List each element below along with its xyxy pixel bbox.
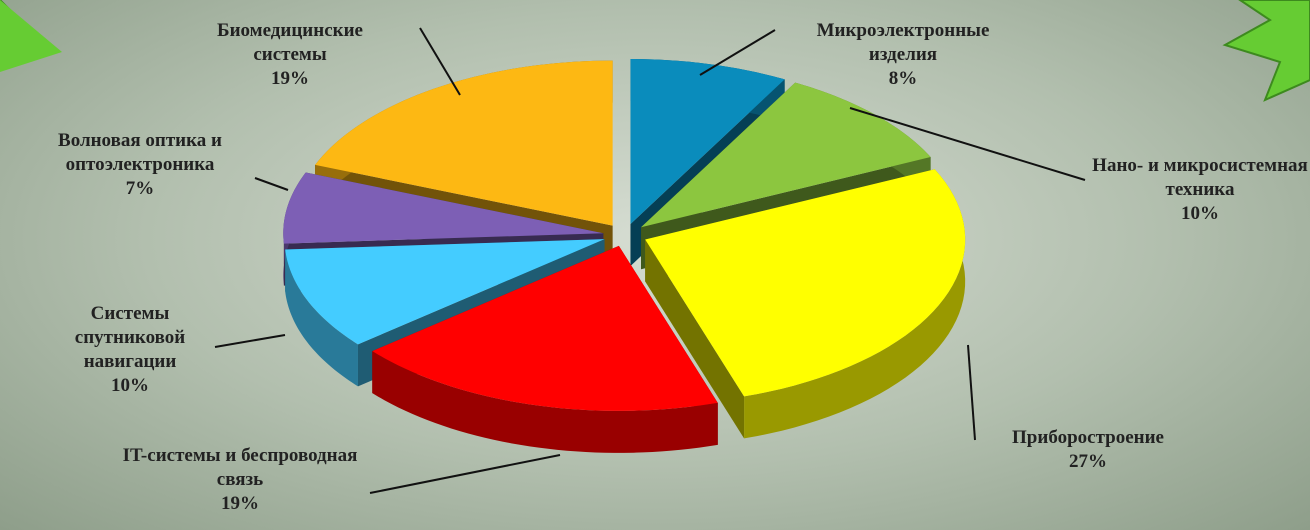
pie xyxy=(283,59,966,453)
data-label: Биомедицинские системы 19% xyxy=(180,19,400,91)
slice-top xyxy=(315,60,613,226)
slice-top xyxy=(641,82,931,228)
leader-line xyxy=(214,334,286,348)
category-label: Микроэлектронные изделия xyxy=(816,20,990,65)
leader-line xyxy=(254,177,289,191)
value-label: 27% xyxy=(1069,451,1107,472)
leader-line xyxy=(369,454,561,494)
slice-side xyxy=(285,249,358,387)
leader-line xyxy=(849,107,1086,181)
category-label: IT-системы и беспроводная связь xyxy=(122,445,358,490)
category-label: Биомедицинские системы xyxy=(217,20,363,65)
data-label: Приборостроение 27% xyxy=(968,426,1208,474)
leader-line xyxy=(419,27,461,96)
slice-wall xyxy=(645,239,745,439)
value-label: 7% xyxy=(125,178,155,199)
data-label: Системы спутниковой навигации 10% xyxy=(40,302,220,398)
data-label: IT-системы и беспроводная связь 19% xyxy=(110,444,370,516)
data-label: Волновая оптика и оптоэлектроника 7% xyxy=(15,129,265,201)
slice-side xyxy=(372,351,718,453)
value-label: 19% xyxy=(221,493,259,514)
callout-shape xyxy=(1222,0,1310,102)
slice xyxy=(372,245,718,453)
callout-shape xyxy=(0,0,62,72)
category-label: Волновая оптика и оптоэлектроника xyxy=(58,130,222,175)
data-label: Нано- и микросистемная техника 10% xyxy=(1085,154,1310,226)
category-label: Системы спутниковой навигации xyxy=(74,303,186,372)
leaders xyxy=(214,27,1086,494)
slice xyxy=(645,169,966,439)
slice-top xyxy=(283,172,604,244)
leader-line xyxy=(967,344,976,441)
data-label: Микроэлектронные изделия 8% xyxy=(803,19,1003,91)
category-label: Нано- и микросистемная техника xyxy=(1092,155,1308,200)
value-label: 8% xyxy=(888,68,918,89)
category-label: Приборостроение xyxy=(1012,427,1164,448)
value-label: 19% xyxy=(271,68,309,89)
slice-top xyxy=(630,59,785,225)
slice-top xyxy=(645,169,966,397)
value-label: 10% xyxy=(1181,203,1219,224)
slice-side xyxy=(744,169,966,439)
value-label: 10% xyxy=(111,375,149,396)
slice-top xyxy=(285,239,605,345)
leader-line xyxy=(699,29,776,76)
slice-top xyxy=(372,245,718,411)
